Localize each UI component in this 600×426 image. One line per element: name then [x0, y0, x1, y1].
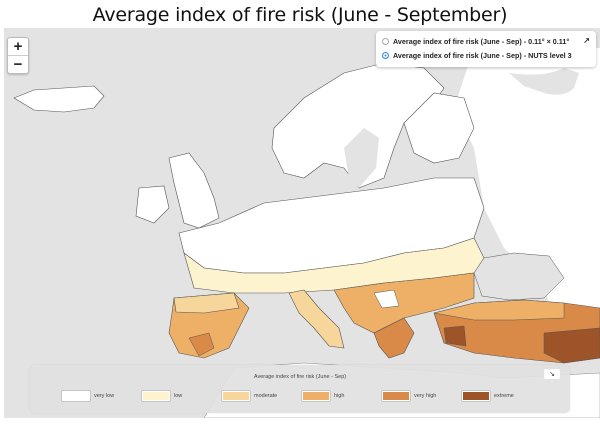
radio-selected-icon[interactable] [382, 52, 389, 59]
zoom-control: + − [7, 37, 29, 74]
legend-label: extreme [494, 393, 514, 399]
zoom-out-button[interactable]: − [8, 55, 28, 73]
legend-item-moderate: moderate [222, 391, 277, 401]
layer-option-nuts3[interactable]: Average index of fire risk (June - Sep) … [382, 51, 572, 60]
legend-item-low: low [142, 391, 182, 401]
swatch-high [302, 391, 330, 401]
map-canvas[interactable] [4, 28, 600, 418]
expand-icon[interactable]: ↗ [583, 36, 590, 45]
zoom-in-button[interactable]: + [13, 38, 23, 55]
swatch-extreme [462, 391, 490, 401]
swatch-very-low [62, 391, 90, 401]
legend-item-high: high [302, 391, 344, 401]
swatch-low [142, 391, 170, 401]
legend-item-very-high: very high [382, 391, 436, 401]
legend-label: very low [94, 393, 115, 399]
layer-label: Average index of fire risk (June - Sep) … [393, 51, 572, 60]
layer-label: Average index of fire risk (June - Sep) … [393, 37, 570, 46]
swatch-moderate [222, 391, 250, 401]
legend-label: low [174, 393, 183, 399]
radio-unselected-icon[interactable] [382, 38, 389, 45]
legend-title: Average index of fire risk (June - Sep) [253, 374, 347, 380]
map-title: Average index of fire risk (June - Septe… [92, 4, 508, 26]
collapse-legend-button[interactable]: ↘ [544, 369, 560, 379]
legend-item-extreme: extreme [462, 391, 514, 401]
legend-item-very-low: very low [62, 391, 114, 401]
layer-option-grid[interactable]: Average index of fire risk (June - Sep) … [382, 37, 569, 46]
legend-label: high [334, 393, 345, 399]
swatch-very-high [382, 391, 410, 401]
legend-label: moderate [254, 393, 278, 399]
layer-control: Average index of fire risk (June - Sep) … [376, 31, 596, 67]
choropleth-map [13, 48, 600, 418]
legend-label: very high [414, 393, 437, 399]
collapse-icon: ↘ [549, 371, 555, 378]
legend-panel: Average index of fire risk (June - Sep) … [30, 365, 570, 413]
